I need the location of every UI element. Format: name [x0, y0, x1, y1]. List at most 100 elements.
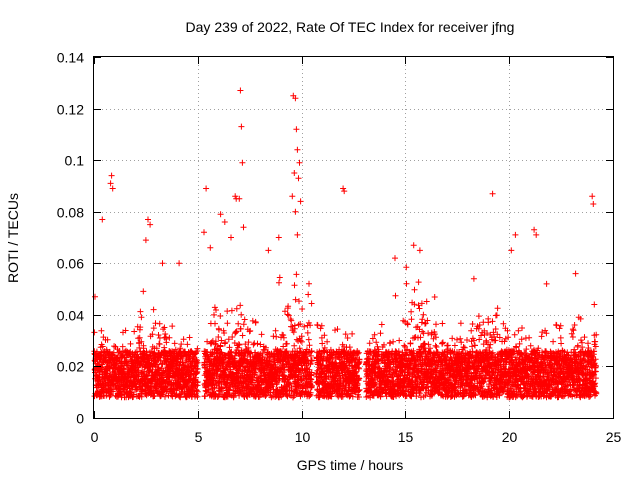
data-point [408, 308, 415, 315]
data-point [209, 349, 216, 356]
data-point [373, 339, 380, 346]
data-point [228, 307, 235, 314]
data-point [276, 279, 282, 286]
data-point [180, 336, 187, 343]
data-point [305, 336, 312, 343]
data-point [515, 327, 522, 334]
data-point [150, 306, 157, 313]
data-point [228, 348, 235, 355]
data-point [151, 392, 158, 399]
data-point [177, 391, 184, 398]
data-point [296, 298, 302, 305]
data-point [291, 342, 298, 349]
data-point [291, 282, 298, 289]
data-point [225, 336, 232, 343]
data-point [221, 330, 228, 336]
data-point [258, 331, 265, 338]
data-point [293, 271, 300, 278]
data-point [346, 344, 353, 351]
data-point [140, 342, 147, 349]
data-point [475, 313, 482, 320]
data-point [237, 302, 244, 309]
data-point [433, 344, 440, 350]
data-point [137, 324, 144, 331]
data-point [457, 320, 464, 327]
data-point [110, 388, 117, 395]
data-point [304, 329, 311, 336]
data-point [156, 341, 163, 348]
data-point [215, 334, 222, 340]
data-point [387, 339, 394, 346]
data-point [213, 373, 220, 380]
data-point [152, 320, 159, 327]
data-point [166, 334, 173, 341]
data-point [401, 342, 408, 349]
data-point [403, 264, 410, 271]
data-point [392, 292, 399, 299]
data-point [119, 343, 126, 350]
data-point [272, 327, 279, 334]
data-point [184, 341, 191, 348]
data-point [162, 393, 168, 400]
data-point [99, 343, 106, 350]
data-point [232, 329, 239, 336]
data-point [254, 340, 261, 347]
data-point [451, 342, 458, 349]
data-point [241, 316, 248, 323]
data-point [377, 330, 384, 337]
data-point [457, 335, 464, 342]
data-point [222, 339, 229, 346]
data-point [433, 321, 439, 328]
data-point [432, 342, 439, 349]
data-point [186, 334, 193, 341]
data-point [299, 306, 306, 312]
data-point [230, 394, 237, 401]
data-point [449, 335, 456, 342]
data-point [420, 311, 427, 318]
data-point [235, 341, 242, 348]
data-point [215, 379, 222, 386]
data-point [239, 332, 246, 339]
data-point [178, 341, 185, 348]
data-point [318, 322, 325, 329]
data-point [217, 342, 224, 349]
data-point [378, 321, 385, 328]
data-point [211, 311, 217, 318]
data-point [194, 379, 201, 385]
data-point [511, 331, 518, 338]
data-point [152, 351, 159, 358]
data-point [215, 393, 222, 400]
data-point [283, 340, 290, 347]
data-point [317, 325, 324, 332]
data-point [163, 339, 170, 346]
data-point [193, 349, 199, 356]
data-point [493, 312, 500, 319]
data-point [218, 337, 225, 344]
data-point [149, 331, 156, 338]
data-point [204, 338, 211, 345]
data-point [288, 317, 295, 324]
data-point [411, 286, 418, 293]
data-point [193, 361, 200, 367]
data-point [213, 307, 219, 313]
data-point [211, 304, 218, 311]
data-point [468, 327, 475, 334]
data-point [403, 280, 410, 287]
data-point [212, 320, 218, 327]
data-point [404, 321, 411, 328]
data-point [104, 336, 111, 343]
data-point [305, 291, 312, 298]
data-point [91, 329, 98, 336]
data-point [107, 391, 114, 398]
data-point [226, 386, 233, 393]
data-point [216, 326, 222, 333]
data-point [273, 333, 280, 340]
data-point [116, 348, 123, 354]
data-point [224, 320, 231, 327]
data-points [91, 87, 600, 401]
data-point [131, 328, 138, 335]
data-point [194, 345, 201, 352]
data-point [439, 320, 446, 327]
data-point [349, 330, 356, 337]
